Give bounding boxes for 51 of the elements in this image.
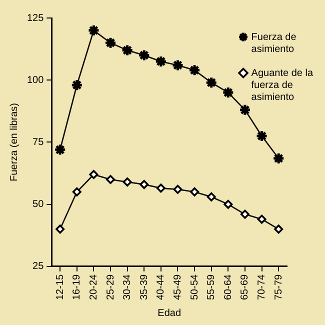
x-tick-label: 30-34 — [122, 274, 134, 300]
point — [104, 36, 117, 50]
x-tick-label: 45-49 — [172, 274, 184, 300]
point — [272, 152, 285, 165]
point — [70, 78, 84, 92]
point — [140, 180, 149, 189]
point — [190, 187, 200, 196]
x-tick-label: 25-29 — [105, 274, 116, 300]
point — [173, 184, 182, 194]
point — [238, 104, 252, 116]
point — [89, 170, 98, 180]
point — [121, 44, 134, 57]
point — [274, 224, 284, 234]
x-tick-label: 40-44 — [156, 274, 167, 300]
y-tick-label: 50 — [32, 199, 44, 210]
point — [224, 200, 233, 209]
x-tick-label: 12-15 — [54, 274, 66, 300]
point — [222, 86, 234, 99]
point — [156, 184, 166, 193]
y-tick-label: 100 — [26, 74, 44, 86]
x-tick-label: 50-54 — [189, 274, 200, 300]
point — [106, 174, 116, 184]
x-tick-label: 20-24 — [88, 274, 100, 300]
point — [240, 210, 250, 219]
x-tick-label: 75-79 — [273, 274, 284, 300]
point — [171, 58, 184, 72]
point — [206, 192, 216, 202]
y-tick-label: 125 — [26, 12, 44, 24]
y-tick-label: 25 — [32, 261, 44, 272]
x-tick-label: 70-74 — [256, 274, 268, 300]
point — [72, 187, 82, 196]
x-tick-label: 35-39 — [138, 274, 150, 300]
legend-label: Fuerza de asimiento — [251, 32, 297, 55]
point — [256, 130, 268, 142]
point — [257, 214, 266, 224]
point — [154, 55, 168, 68]
x-tick-label: 60-64 — [222, 274, 234, 300]
x-tick-label: 55-59 — [206, 274, 218, 300]
point — [122, 177, 132, 186]
point — [205, 76, 218, 89]
y-axis-title: Fuerza (en libras) — [8, 103, 20, 182]
x-tick-label: 65-69 — [240, 274, 251, 300]
point — [87, 24, 100, 37]
x-axis-title: Edad — [158, 308, 182, 319]
legend-label: Aguante de la fuerza de asimiento — [251, 68, 314, 103]
point — [54, 143, 66, 156]
y-tick-label: 75 — [32, 136, 44, 148]
x-tick-label: 16-19 — [72, 274, 83, 300]
point — [188, 64, 201, 76]
point — [56, 224, 65, 234]
point — [138, 49, 150, 62]
